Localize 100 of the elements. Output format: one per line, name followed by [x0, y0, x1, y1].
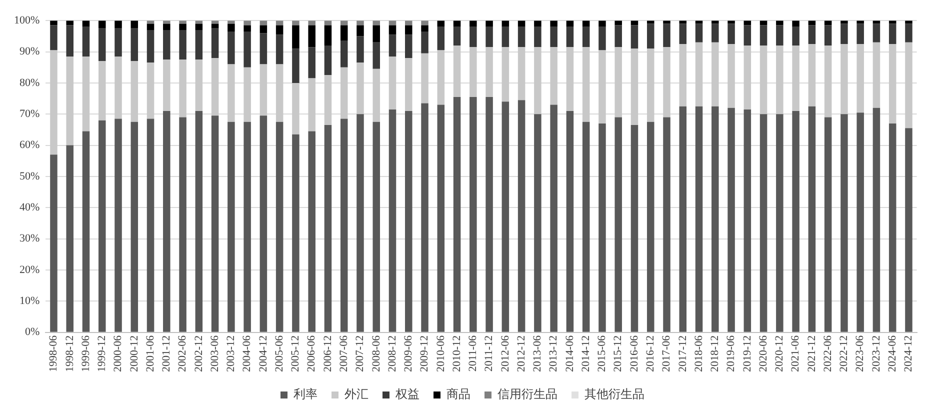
bar — [388, 20, 396, 26]
y-tick-label: 40% — [19, 202, 40, 214]
bar — [728, 44, 735, 108]
bar — [356, 20, 364, 26]
x-tick-label: 2001-12 — [160, 335, 173, 372]
bar — [260, 25, 268, 34]
x-tick-label: 2013-06 — [532, 334, 544, 372]
bar — [679, 44, 687, 106]
bar — [776, 46, 784, 114]
y-tick-label: 50% — [19, 170, 40, 182]
x-tick-label: 2008-06 — [370, 334, 382, 372]
bar — [388, 109, 396, 332]
bar — [744, 46, 752, 110]
x-tick-label: 2015-06 — [596, 334, 608, 372]
bar — [98, 28, 106, 62]
bar — [502, 20, 510, 27]
bar — [324, 75, 332, 126]
y-tick-label: 0% — [24, 326, 40, 338]
bar — [679, 24, 687, 44]
bar — [808, 20, 816, 26]
bar — [792, 26, 800, 46]
bar — [372, 20, 380, 26]
x-tick-label: 2006-12 — [322, 335, 334, 372]
x-tick-label: 2005-12 — [290, 335, 302, 372]
x-tick-label: 2021-12 — [806, 335, 818, 372]
y-tick-label: 60% — [19, 139, 40, 152]
x-tick-label: 2024-12 — [902, 335, 915, 372]
y-tick-label: 10% — [19, 295, 40, 308]
x-tick-label: 2003-12 — [225, 335, 238, 372]
bar — [486, 96, 493, 332]
legend-label: 信用衍生品 — [498, 387, 558, 402]
x-tick-label: 2020-12 — [774, 335, 786, 372]
bar — [324, 46, 332, 76]
bar — [630, 25, 638, 49]
x-tick-label: 2018-12 — [709, 335, 722, 372]
bar — [292, 48, 300, 83]
bar — [405, 34, 412, 58]
y-tick-label: 20% — [19, 264, 40, 276]
x-tick-label: 2011-06 — [467, 334, 480, 372]
bar — [308, 78, 316, 132]
bar — [712, 42, 719, 106]
bar — [211, 24, 219, 28]
bar — [712, 24, 719, 42]
bar — [179, 60, 186, 118]
y-tick-label: 30% — [19, 232, 40, 245]
bar — [888, 24, 896, 44]
bar — [630, 48, 638, 126]
bar — [340, 40, 348, 68]
bar — [856, 112, 864, 332]
bar — [453, 46, 461, 97]
bar — [856, 44, 864, 113]
bar — [163, 30, 170, 60]
bar — [50, 154, 58, 332]
bar — [776, 114, 784, 332]
bar — [630, 20, 638, 26]
bar — [195, 60, 203, 112]
x-tick-label: 2010-12 — [450, 335, 463, 372]
bar — [792, 111, 800, 332]
x-tick-label: 2008-12 — [386, 335, 398, 372]
bar — [534, 114, 542, 332]
bar — [244, 25, 251, 32]
x-tick-label: 2019-06 — [725, 334, 738, 372]
x-tick-label: 1999-06 — [80, 334, 92, 372]
bar — [614, 47, 622, 118]
bar — [308, 47, 316, 78]
bar — [486, 20, 493, 27]
bar — [130, 122, 138, 332]
bar — [163, 24, 170, 30]
bar — [421, 53, 428, 104]
x-tick-label: 2000-06 — [112, 334, 124, 372]
bar — [695, 42, 703, 106]
bar — [130, 61, 138, 122]
y-tick-label: 80% — [19, 76, 40, 89]
bar — [146, 24, 154, 30]
bar — [598, 123, 606, 332]
bar — [114, 28, 122, 56]
bar — [244, 20, 251, 26]
bar — [179, 117, 186, 332]
bar — [211, 28, 219, 58]
bar — [405, 111, 412, 332]
bar — [421, 20, 428, 26]
bar — [114, 56, 122, 119]
bar — [244, 32, 251, 68]
x-tick-label: 2023-12 — [870, 335, 882, 372]
bar — [340, 118, 348, 332]
y-tick-label: 90% — [19, 46, 40, 58]
bar — [372, 122, 380, 332]
bar — [388, 34, 396, 56]
x-tick-label: 2000-12 — [128, 335, 140, 372]
bar — [630, 125, 638, 332]
x-tick-label: 2002-12 — [192, 335, 205, 372]
bar — [566, 111, 574, 332]
bar — [114, 118, 122, 332]
bar — [98, 61, 106, 120]
bar — [195, 30, 203, 60]
bar — [470, 96, 477, 332]
bar — [292, 20, 300, 26]
bar — [388, 56, 396, 110]
bar — [840, 44, 848, 114]
bar — [388, 25, 396, 35]
